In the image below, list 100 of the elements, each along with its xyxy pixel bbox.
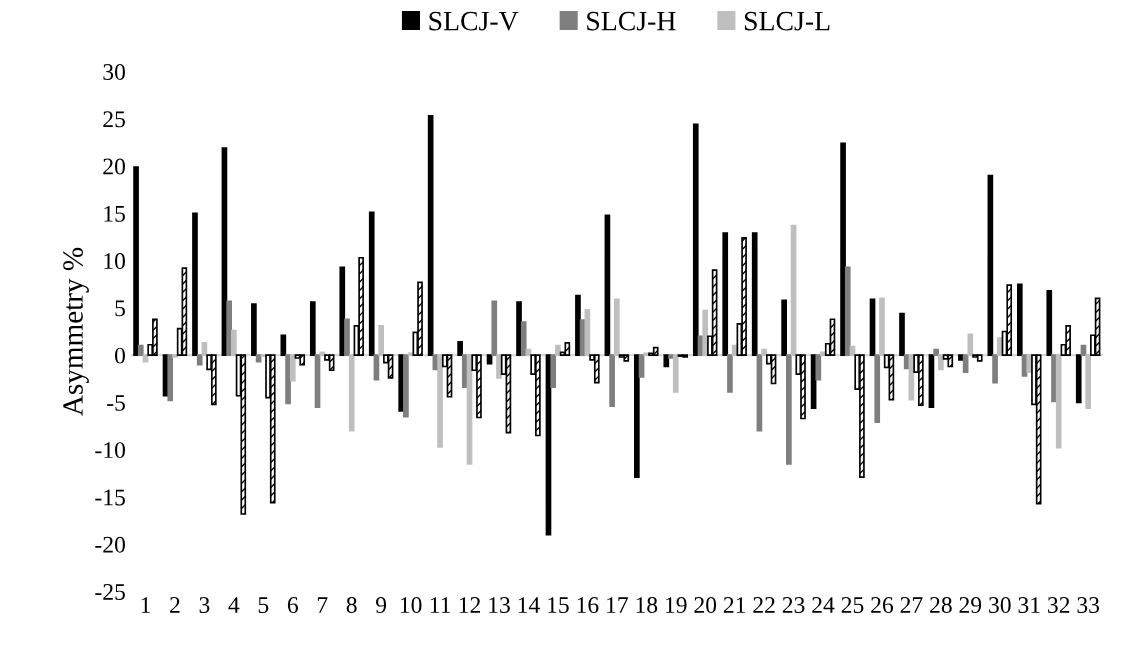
bar [634,354,640,478]
bar [829,318,836,356]
bar [731,344,738,356]
bar [564,342,571,356]
bar [1006,284,1013,356]
bar [516,301,522,356]
x-tick-label: 32 [1048,597,1070,613]
bar [192,212,198,356]
bar [299,354,306,366]
bar [1026,354,1033,373]
bar [903,354,910,370]
bar [613,298,620,356]
bar [672,354,679,393]
bar [387,354,394,379]
bar [457,341,463,356]
x-tick-label: 28 [930,597,952,613]
bar [996,337,1003,356]
bar [520,321,527,356]
bar [328,354,335,372]
bar [373,354,380,381]
bar [593,354,600,384]
bar [668,354,674,359]
bar [319,351,326,356]
bar [652,346,659,356]
bar [555,344,561,356]
y-tick-label: -15 [95,489,125,506]
x-tick-label: 14 [518,597,540,613]
bar [702,309,709,356]
y-tick-label: 15 [104,205,125,222]
bar [1085,354,1091,409]
bar [692,123,699,356]
bar [339,266,346,356]
x-tick-label: 15 [548,597,569,613]
bar [874,354,881,424]
bar [938,354,944,371]
x-tick-label: 19 [666,597,687,613]
y-tick-label: 20 [103,158,125,175]
bar [226,300,232,356]
x-tick-label: 7 [317,597,328,613]
x-tick-label: 4 [228,597,240,613]
bar [761,348,767,356]
bar [815,354,822,381]
bar [437,354,443,448]
x-tick-label: 3 [199,597,210,613]
y-tick-label: 30 [103,63,125,80]
y-tick-label: -10 [95,442,125,459]
bar [240,354,247,515]
bar [280,334,287,356]
y-tick-label: -20 [95,536,125,553]
bar [255,354,262,363]
bar [368,211,375,356]
x-tick-label: 8 [346,597,357,613]
bar [609,354,615,408]
bar [727,354,733,393]
bar [781,299,787,356]
bar [933,348,939,356]
bar [137,344,144,356]
y-axis-title: Asymmetry % [63,247,89,416]
bar [786,354,792,465]
bar [133,166,139,356]
bar [976,354,983,362]
bar [575,294,581,356]
bar [378,324,384,356]
x-tick-label: 24 [812,597,835,613]
bar [398,354,405,412]
bar [196,354,203,366]
bar [1075,354,1082,404]
bar [491,300,498,356]
bar [751,232,758,356]
bar [1065,324,1071,356]
bar [962,354,969,373]
bar [1055,354,1062,449]
x-tick-label: 10 [400,597,422,613]
bar [461,354,468,389]
bar [579,319,586,356]
x-tick-label: 30 [989,597,1011,613]
x-tick-label: 12 [459,597,481,613]
bar [210,354,217,406]
bar [917,354,924,407]
bar [638,354,645,378]
bar [722,232,729,356]
legend-label: SLCJ-H [587,11,676,31]
bar [1016,283,1023,356]
legend-label: SLCJ-L [744,11,830,31]
bar [285,354,291,405]
y-tick-label: -25 [95,584,125,600]
bar [550,354,557,389]
bar [1046,290,1053,356]
bar [142,354,149,363]
x-tick-label: 17 [607,597,628,613]
bar [899,312,905,356]
x-tick-label: 25 [841,597,864,613]
x-tick-label: 18 [636,597,658,613]
x-tick-label: 11 [430,597,451,613]
x-tick-label: 13 [489,597,510,613]
y-tick-label: 5 [115,300,125,317]
bar [663,354,670,368]
bar [844,266,851,356]
bar [231,329,237,356]
bar [958,354,964,361]
